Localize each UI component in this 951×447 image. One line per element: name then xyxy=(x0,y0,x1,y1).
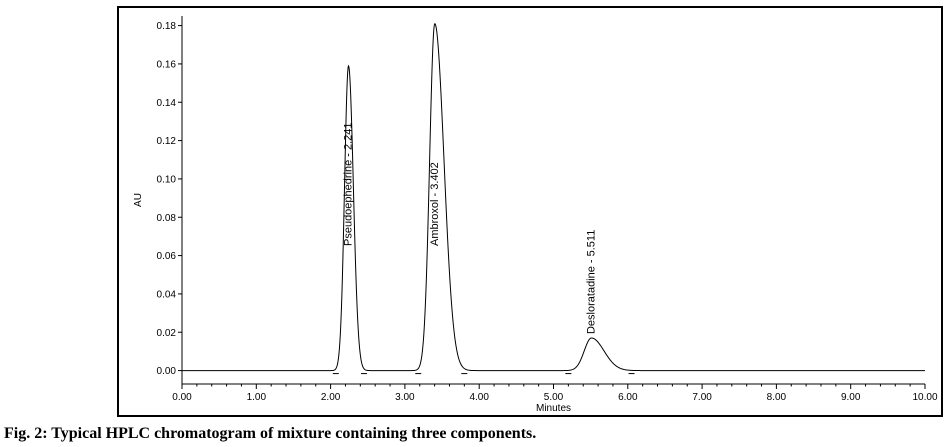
x-tick-label: 3.00 xyxy=(395,392,415,403)
y-tick-label: 0.08 xyxy=(157,213,177,224)
y-tick-label: 0.14 xyxy=(157,98,177,109)
x-axis-title: Minutes xyxy=(536,403,571,414)
x-tick-label: 8.00 xyxy=(767,392,787,403)
axes xyxy=(181,16,925,385)
figure-caption: Fig. 2: Typical HPLC chromatogram of mix… xyxy=(4,425,537,442)
ticks: 0.00 0.02 0.04 0.06 0.08 0.10 0.12 0.14 0.16 0.18… xyxy=(157,21,938,403)
peak-label: Desloratadine - 5.511 xyxy=(585,230,597,334)
peak-label: Ambroxol - 3.402 xyxy=(429,162,441,246)
x-tick-label: 1.00 xyxy=(247,392,267,403)
y-tick-label: 0.16 xyxy=(157,59,177,70)
chart-frame: 0.00 0.02 0.04 0.06 0.08 0.10 0.12 0.14 0.16 0.18… xyxy=(117,6,943,417)
y-axis-title: AU xyxy=(133,193,144,207)
x-tick-label: 0.00 xyxy=(172,392,192,403)
x-tick-label: 10.00 xyxy=(912,392,937,403)
y-tick-label: 0.00 xyxy=(157,366,177,377)
chromatogram-chart: 0.00 0.02 0.04 0.06 0.08 0.10 0.12 0.14 0.16 0.18… xyxy=(133,16,938,414)
y-tick-label: 0.18 xyxy=(157,21,177,32)
y-tick-label: 0.06 xyxy=(157,251,177,262)
peak-labels: Pseudoephedrine - 2.241 Ambroxol - 3.402 D… xyxy=(343,122,598,334)
x-tick-label: 6.00 xyxy=(618,392,638,403)
x-tick-label: 7.00 xyxy=(692,392,712,403)
x-tick-label: 2.00 xyxy=(321,392,341,403)
x-tick-label: 9.00 xyxy=(841,392,861,403)
x-tick-label: 5.00 xyxy=(544,392,564,403)
y-tick-label: 0.02 xyxy=(157,328,177,339)
y-tick-label: 0.04 xyxy=(157,289,177,300)
x-tick-label: 4.00 xyxy=(469,392,489,403)
peak-label: Pseudoephedrine - 2.241 xyxy=(343,122,355,246)
y-tick-label: 0.10 xyxy=(157,174,177,185)
chromatogram-trace xyxy=(182,23,925,372)
y-tick-label: 0.12 xyxy=(157,136,177,147)
